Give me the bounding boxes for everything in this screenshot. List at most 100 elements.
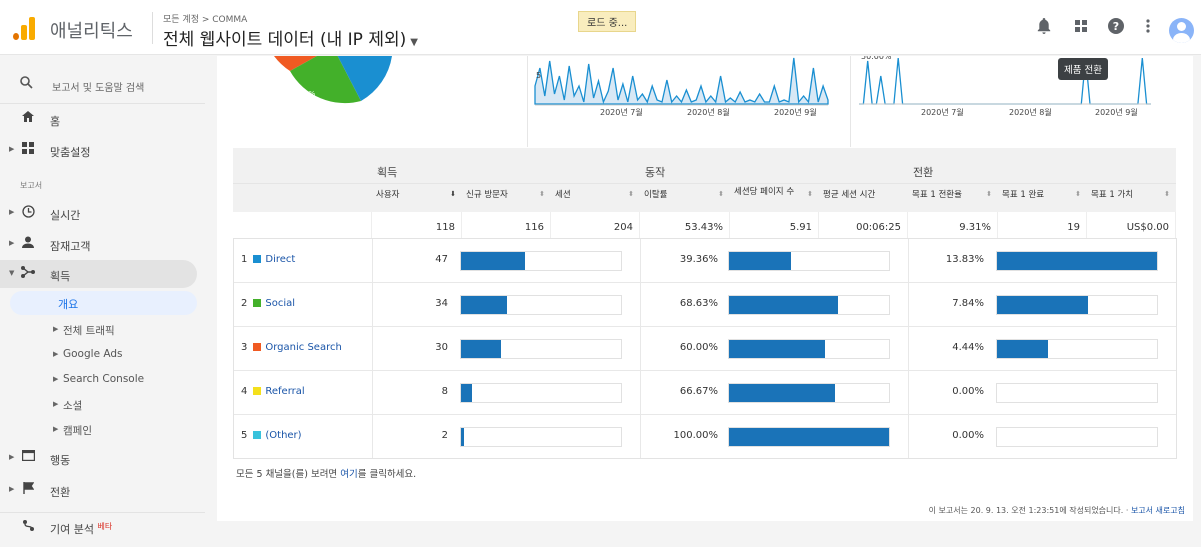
expand-arrow-icon: ▶ <box>9 208 15 216</box>
users-bar-fill <box>461 296 508 314</box>
total-new-users: 116 <box>462 212 551 238</box>
sidebar-item-conversions[interactable]: ▶ 전환 <box>0 476 205 504</box>
col-label: 세션당 페이지 수 <box>734 187 795 197</box>
channel-link[interactable]: Social <box>265 298 296 309</box>
expand-arrow-icon: ▶ <box>53 350 59 358</box>
account-avatar[interactable] <box>1169 18 1194 43</box>
channel-color-swatch <box>253 343 262 351</box>
col-goal-rate[interactable]: 목표 1 전환율 ⬍ <box>908 184 998 212</box>
sidebar-label: 전환 <box>50 486 71 499</box>
sidebar-item-search-console[interactable]: ▶ Search Console <box>0 366 205 394</box>
sidebar-item-audience[interactable]: ▶ 잠재고객 <box>0 230 205 258</box>
all-channels-link[interactable]: 여기 <box>340 469 358 480</box>
channel-link[interactable]: Organic Search <box>265 342 342 353</box>
row-index: 2 <box>241 298 248 309</box>
x-tick: 2020년 9월 <box>1095 107 1138 117</box>
sidebar-label: 잠재고객 <box>50 240 91 253</box>
col-users[interactable]: 사용자 ⬇ <box>372 184 462 212</box>
divider <box>372 283 373 327</box>
sidebar-item-social[interactable]: ▶ 소셜 <box>0 391 205 419</box>
sort-icon: ⬍ <box>986 190 992 198</box>
search-bar[interactable]: 보고서 및 도움말 검색 <box>0 64 205 104</box>
view-selector[interactable]: 전체 웹사이트 데이터 (내 IP 제외) ▼ <box>163 25 418 50</box>
conv-rate-bar <box>996 427 1158 447</box>
divider <box>908 239 909 283</box>
sidebar-item-realtime[interactable]: ▶ 실시간 <box>0 199 205 227</box>
users-bar <box>460 251 622 271</box>
sidebar-item-acquisition[interactable]: ▼ 획득 <box>0 260 197 288</box>
sort-icon: ⬍ <box>539 190 545 198</box>
row-index: 4 <box>241 386 248 397</box>
group-label: 획득 <box>377 166 398 179</box>
svg-text:?: ? <box>1113 20 1119 33</box>
col-goal-value[interactable]: 목표 1 가치 ⬍ <box>1087 184 1176 212</box>
conversion-group-header: 전환 <box>908 148 1176 184</box>
bounce-bar <box>728 251 890 271</box>
channel-color-swatch <box>253 255 262 263</box>
table-row: 5 (Other) 2 100.00% 0.00% <box>233 414 1177 459</box>
sidebar-item-home[interactable]: 홈 <box>0 105 205 133</box>
sidebar-item-overview[interactable]: 개요 <box>10 291 197 315</box>
group-label: 동작 <box>645 166 666 179</box>
more-vert-icon[interactable] <box>1138 18 1158 38</box>
col-label: 목표 1 가치 <box>1091 190 1134 200</box>
sidebar-label: 실시간 <box>50 209 81 222</box>
col-bounce[interactable]: 이탈률 ⬍ <box>640 184 730 212</box>
col-goal-completions[interactable]: 목표 1 완료 ⬍ <box>998 184 1087 212</box>
breadcrumb[interactable]: 모든 계정 > COMMA <box>163 15 248 25</box>
report-note-text: 이 보고서는 20. 9. 13. 오전 1:23:51에 작성되었습니다. · <box>928 506 1129 515</box>
col-label: 이탈률 <box>644 190 668 200</box>
bounce-value: 39.36% <box>679 254 718 265</box>
app-name: 애널리틱스 <box>50 21 133 42</box>
sidebar-item-custom[interactable]: ▶ 맞춤설정 <box>0 136 205 164</box>
col-label: 평균 세션 시간 <box>823 190 876 200</box>
sidebar-item-all-traffic[interactable]: ▶ 전체 트래픽 <box>0 316 205 344</box>
channel-color-swatch <box>253 387 262 395</box>
divider <box>372 327 373 371</box>
sessions-sparkline-panel: 5 2020년 7월 2020년 8월 2020년 9월 <box>528 56 851 147</box>
divider <box>640 239 641 283</box>
sort-icon: ⬍ <box>718 190 724 198</box>
col-sessions[interactable]: 세션 ⬍ <box>551 184 640 212</box>
expand-arrow-icon: ▶ <box>9 453 15 461</box>
channel-link[interactable]: Referral <box>265 386 305 397</box>
col-pages-per-session[interactable]: 세션당 페이지 수 ⬍ <box>730 184 819 212</box>
col-avg-duration[interactable]: 평균 세션 시간 <box>819 184 908 212</box>
sidebar-item-attribution[interactable]: 기여 분석 베타 <box>0 512 205 540</box>
report-timestamp: 이 보고서는 20. 9. 13. 오전 1:23:51에 작성되었습니다. ·… <box>929 505 1185 516</box>
pie-chart-panel: 26.1% <box>233 56 528 147</box>
note-suffix: 를 클릭하세요. <box>357 469 417 480</box>
channel-color-swatch <box>253 431 262 439</box>
col-label: 목표 1 완료 <box>1002 190 1045 200</box>
home-icon <box>21 111 35 125</box>
channel-link[interactable]: (Other) <box>265 430 302 441</box>
totals-blank <box>233 212 372 238</box>
apps-grid-icon[interactable] <box>1071 18 1091 38</box>
attribution-label: 기여 분석 <box>50 523 94 536</box>
channel-cell: 4 Referral <box>241 386 305 397</box>
sidebar-item-campaigns[interactable]: ▶ 캠페인 <box>0 416 205 444</box>
total-goal-value: US$0.00 <box>1087 212 1176 238</box>
conv-rate-value: 4.44% <box>952 342 984 353</box>
channel-cell: 3 Organic Search <box>241 342 342 353</box>
x-tick: 2020년 8월 <box>1009 107 1052 117</box>
total-bounce: 53.43% <box>640 212 730 238</box>
search-input[interactable]: 보고서 및 도움말 검색 <box>52 83 145 94</box>
browser-window-icon <box>21 450 35 464</box>
bell-icon[interactable] <box>1034 18 1054 38</box>
channel-link[interactable]: Direct <box>265 254 296 265</box>
table-row: 4 Referral 8 66.67% 0.00% <box>233 370 1177 415</box>
sidebar-item-google-ads[interactable]: ▶ Google Ads <box>0 341 205 369</box>
users-bar-fill <box>461 428 465 446</box>
divider <box>640 327 641 371</box>
bounce-value: 100.00% <box>673 430 719 441</box>
analytics-logo-icon[interactable] <box>12 16 36 40</box>
clock-icon <box>21 205 35 221</box>
search-icon <box>20 76 33 93</box>
users-bar-fill <box>461 340 501 358</box>
col-new-users[interactable]: 신규 방문자 ⬍ <box>462 184 551 212</box>
x-tick: 2020년 7월 <box>921 107 964 117</box>
help-icon[interactable]: ? <box>1106 18 1126 38</box>
refresh-report-link[interactable]: 보고서 새로고침 <box>1130 506 1185 515</box>
sidebar-item-behavior[interactable]: ▶ 행동 <box>0 444 205 472</box>
